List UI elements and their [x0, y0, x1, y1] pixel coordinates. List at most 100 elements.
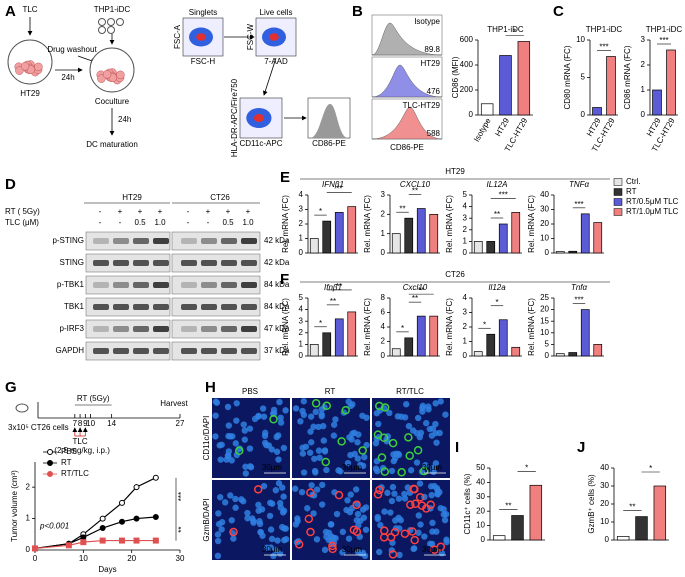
panel-label: E [280, 169, 290, 186]
nucleus [310, 510, 317, 517]
label: CT26 [210, 193, 230, 202]
band [133, 238, 149, 244]
bar [322, 220, 332, 254]
panel-label: B [352, 3, 363, 20]
nucleus [273, 448, 281, 455]
nucleus [292, 485, 299, 492]
nucleus [429, 528, 436, 535]
nucleus [442, 411, 449, 418]
nucleus [215, 510, 222, 517]
nucleus [344, 497, 351, 504]
marker-cell [328, 544, 337, 554]
marker-cell [380, 467, 390, 476]
label: RT (5Gy) [77, 394, 110, 403]
bar [473, 241, 483, 254]
column-title: PBS [242, 387, 258, 396]
bar [498, 319, 508, 357]
nucleus [232, 495, 239, 503]
marker-cell [322, 401, 331, 411]
marker-cell [386, 532, 396, 542]
panel-label: D [5, 176, 16, 193]
y-axis-label: Rel. mRNA (FC) [445, 195, 454, 253]
nucleus [244, 509, 251, 517]
band [153, 238, 169, 244]
marker-cell [321, 457, 331, 467]
scale-label: 30μm [342, 545, 363, 554]
y-tick-label: 1 [26, 514, 31, 523]
label: RT ( 5Gy) [5, 207, 40, 216]
nucleus [260, 413, 268, 420]
nucleus [404, 484, 411, 491]
nucleus [250, 519, 257, 526]
y-axis-label: GzmB⁺ cells (%) [587, 474, 596, 534]
sig-label: ** [412, 294, 418, 303]
legend-marker [47, 471, 53, 477]
band [133, 260, 149, 266]
nucleus [212, 412, 219, 419]
nucleus [344, 459, 352, 467]
nucleus [381, 508, 388, 515]
label: CD11c-APC [240, 139, 283, 148]
nucleus [228, 517, 235, 524]
sig-label: ** [330, 297, 336, 306]
y-tick-label: 600 [460, 35, 474, 44]
sig-label: ** [336, 185, 342, 194]
band [133, 348, 149, 354]
nucleus [267, 526, 275, 533]
y-tick-label: 2 [381, 209, 386, 218]
nucleus [214, 552, 222, 560]
nucleus [277, 419, 285, 426]
blot-strip [171, 231, 261, 251]
band [221, 326, 237, 332]
nucleus [225, 448, 233, 455]
band [93, 348, 109, 354]
label: + [226, 207, 231, 216]
y-tick-label: 10 [540, 234, 549, 243]
y-tick-label: 15 [540, 316, 549, 325]
scale-label: 30μm [342, 463, 363, 472]
y-axis-label: Rel. mRNA (FC) [281, 298, 290, 356]
nucleus [282, 407, 289, 414]
label: 588 [427, 129, 441, 138]
y-axis-label: Rel. mRNA (FC) [281, 195, 290, 253]
nucleus [333, 510, 341, 518]
chart-title: Il12a [488, 283, 506, 292]
y-tick-label: 6 [381, 308, 386, 317]
y-tick-label: 40 [540, 190, 549, 199]
nucleus [395, 495, 403, 502]
chart-title: Ifnβ1 [324, 283, 342, 292]
scale-label: 30μm [422, 463, 443, 472]
band [221, 304, 237, 310]
band [181, 348, 197, 354]
nucleus [315, 447, 323, 454]
legend-label: RT [626, 187, 637, 196]
dc-cell [116, 18, 124, 26]
label: 0.5 [134, 218, 146, 227]
nucleus [270, 410, 278, 417]
nucleus [343, 506, 350, 514]
nucleus [421, 533, 428, 540]
nucleus [255, 501, 262, 509]
sig-label: *** [499, 191, 508, 200]
y-tick-label: 5 [545, 340, 550, 349]
band [201, 304, 217, 310]
nucleus [403, 401, 410, 408]
nucleus [398, 413, 405, 420]
y-tick-label: 0 [463, 248, 468, 257]
nucleus [374, 467, 381, 475]
sig-label: ** [412, 187, 418, 196]
bar [322, 332, 332, 357]
label: Live cells [260, 8, 293, 17]
label: 24h [118, 115, 131, 124]
nucleus [391, 490, 398, 497]
label: HT29 [122, 193, 142, 202]
nucleus [419, 408, 426, 415]
nucleus [240, 421, 247, 428]
band [221, 282, 237, 288]
nucleus [327, 521, 335, 528]
nucleus [321, 448, 329, 455]
nucleus [255, 413, 262, 420]
y-tick-label: 0 [26, 545, 31, 554]
y-tick-label: 20 [600, 499, 609, 508]
marker-cell [405, 451, 414, 460]
